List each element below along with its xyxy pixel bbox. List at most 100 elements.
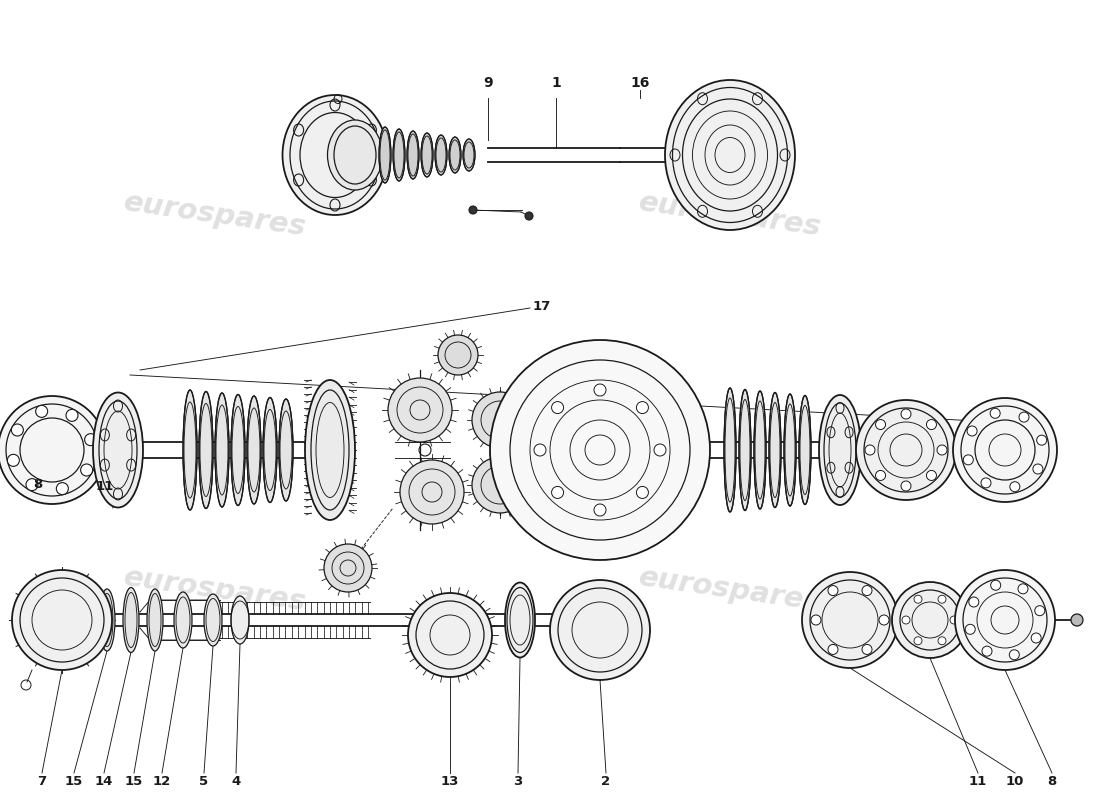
Circle shape [937, 445, 947, 455]
Circle shape [938, 595, 946, 603]
Circle shape [1035, 606, 1045, 616]
Ellipse shape [820, 395, 861, 505]
Ellipse shape [283, 95, 387, 215]
Circle shape [1071, 614, 1083, 626]
Text: 7: 7 [37, 775, 46, 788]
Text: 12: 12 [153, 775, 172, 788]
Text: 9: 9 [483, 76, 493, 90]
Circle shape [594, 504, 606, 516]
Text: 15: 15 [125, 775, 143, 788]
Circle shape [66, 410, 78, 422]
Ellipse shape [204, 594, 222, 646]
Ellipse shape [799, 395, 811, 505]
Ellipse shape [231, 596, 249, 644]
Circle shape [901, 481, 911, 491]
Circle shape [914, 637, 922, 645]
Circle shape [1010, 482, 1020, 492]
Circle shape [811, 615, 821, 625]
Text: 17: 17 [534, 299, 551, 313]
Circle shape [1031, 633, 1042, 643]
Ellipse shape [231, 394, 245, 506]
Circle shape [490, 340, 710, 560]
Ellipse shape [199, 391, 213, 509]
Circle shape [876, 470, 886, 481]
Text: 14: 14 [95, 775, 113, 788]
Text: 11: 11 [969, 775, 987, 788]
Text: 16: 16 [630, 76, 650, 90]
Circle shape [828, 645, 838, 654]
Ellipse shape [174, 592, 192, 648]
Ellipse shape [505, 582, 535, 658]
Circle shape [828, 586, 838, 595]
Circle shape [969, 597, 979, 607]
Circle shape [11, 424, 23, 436]
Circle shape [324, 544, 372, 592]
Circle shape [1018, 584, 1028, 594]
Text: eurospares: eurospares [637, 563, 823, 617]
Circle shape [971, 443, 984, 457]
Circle shape [0, 396, 106, 504]
Circle shape [955, 570, 1055, 670]
Ellipse shape [769, 393, 781, 507]
Circle shape [400, 460, 464, 524]
Circle shape [965, 624, 976, 634]
Text: 1: 1 [551, 76, 561, 90]
Text: eurospares: eurospares [122, 563, 308, 617]
Circle shape [802, 572, 898, 668]
Circle shape [991, 580, 1001, 590]
Ellipse shape [434, 135, 447, 175]
Text: 11: 11 [96, 480, 114, 493]
Circle shape [654, 444, 666, 456]
Ellipse shape [739, 390, 751, 510]
Ellipse shape [407, 131, 419, 179]
Circle shape [865, 445, 874, 455]
Ellipse shape [214, 393, 229, 507]
Circle shape [901, 409, 911, 419]
Circle shape [35, 406, 47, 418]
Text: 3: 3 [514, 775, 522, 788]
Ellipse shape [724, 388, 736, 512]
Circle shape [990, 408, 1000, 418]
Circle shape [388, 378, 452, 442]
Ellipse shape [393, 129, 405, 181]
Circle shape [926, 419, 936, 430]
Circle shape [1010, 650, 1020, 660]
Ellipse shape [263, 398, 277, 502]
Circle shape [469, 206, 477, 214]
Circle shape [982, 646, 992, 656]
Ellipse shape [183, 390, 197, 510]
Circle shape [879, 615, 889, 625]
Circle shape [637, 402, 648, 414]
Circle shape [950, 616, 958, 624]
Circle shape [926, 470, 936, 481]
Circle shape [12, 570, 112, 670]
Text: 5: 5 [199, 775, 209, 788]
Circle shape [550, 580, 650, 680]
Ellipse shape [279, 399, 293, 501]
Text: 13: 13 [441, 775, 459, 788]
Circle shape [551, 402, 563, 414]
Circle shape [26, 478, 39, 490]
Ellipse shape [123, 587, 139, 653]
Ellipse shape [305, 380, 355, 520]
Circle shape [594, 384, 606, 396]
Ellipse shape [248, 396, 261, 504]
Text: 15: 15 [65, 775, 84, 788]
Circle shape [953, 398, 1057, 502]
Ellipse shape [784, 394, 796, 506]
Circle shape [862, 645, 872, 654]
Circle shape [967, 426, 977, 436]
Circle shape [938, 637, 946, 645]
Circle shape [8, 454, 20, 466]
Ellipse shape [463, 139, 475, 171]
Circle shape [862, 586, 872, 595]
Circle shape [85, 434, 97, 446]
Text: 4: 4 [231, 775, 241, 788]
Circle shape [637, 486, 648, 498]
Circle shape [892, 582, 968, 658]
Circle shape [981, 478, 991, 488]
Circle shape [80, 464, 92, 476]
Circle shape [1036, 435, 1047, 445]
Circle shape [408, 593, 492, 677]
Circle shape [902, 616, 910, 624]
